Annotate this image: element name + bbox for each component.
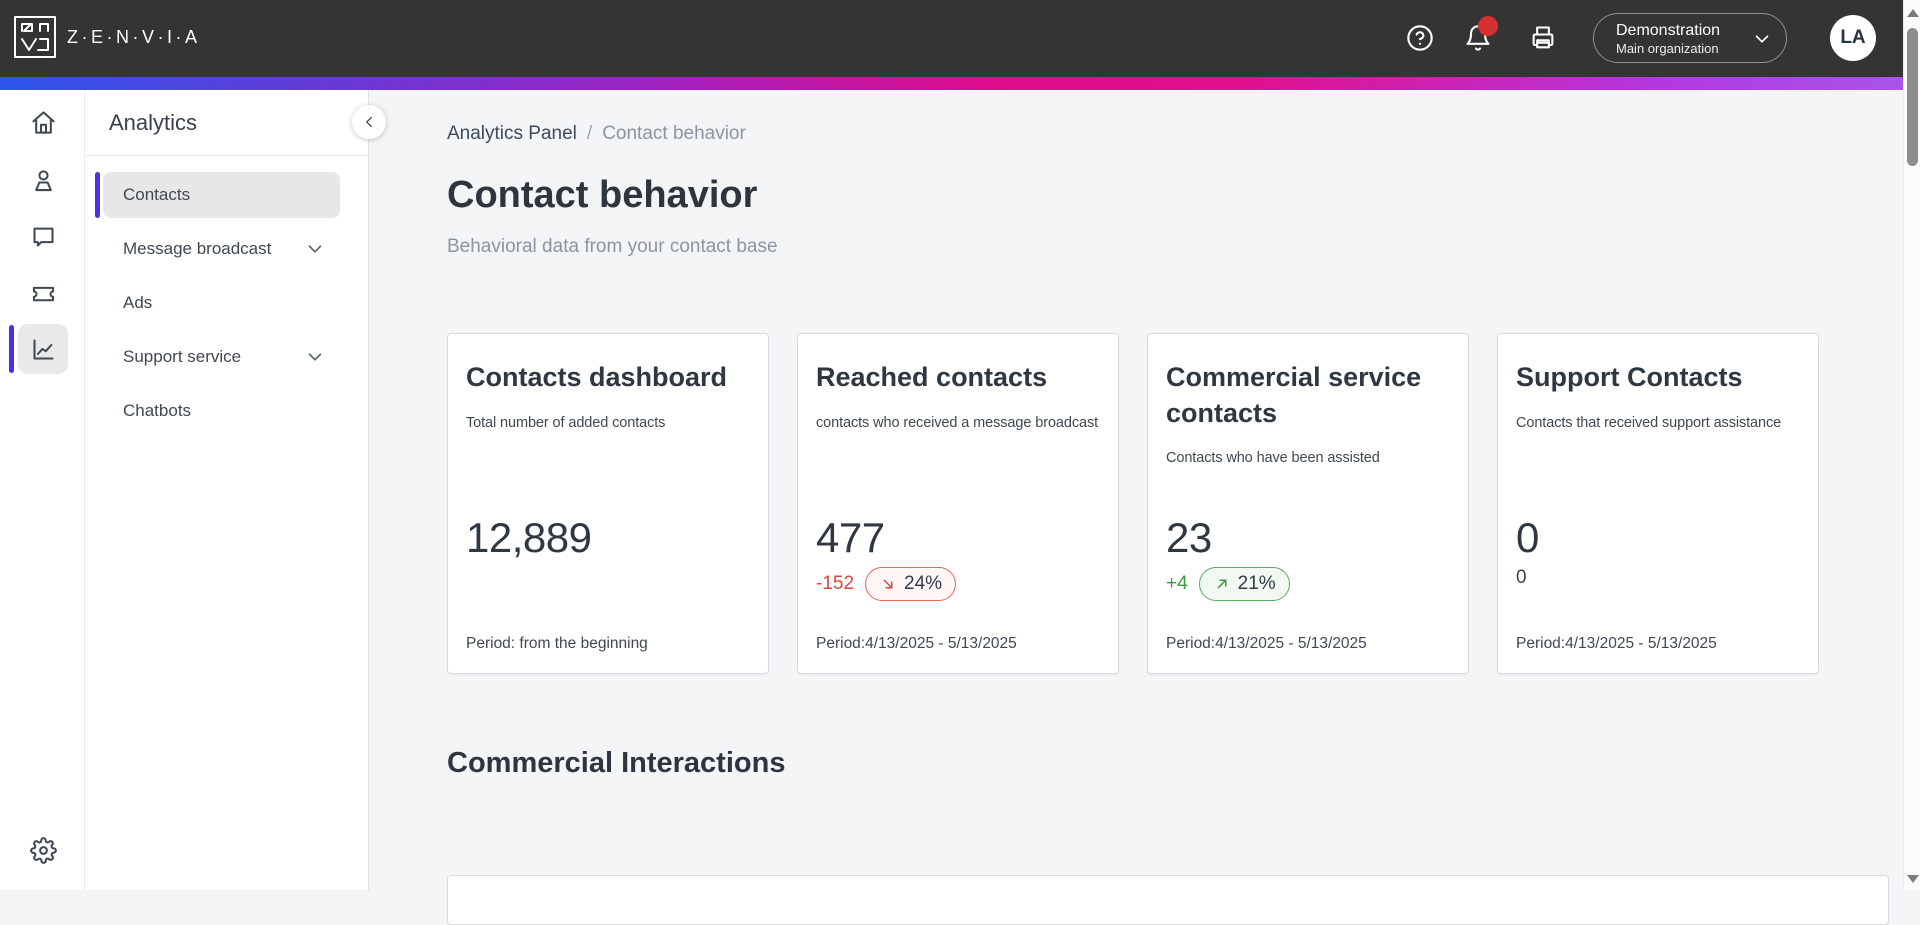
panel-title: Analytics (85, 90, 368, 156)
zenvia-logo-icon (14, 16, 56, 58)
top-bar: Z·E·N·V·I·A Demonstration Main organizat… (0, 0, 1903, 77)
help-icon[interactable] (1406, 24, 1436, 54)
commercial-interactions-card (447, 875, 1889, 925)
print-icon[interactable] (1529, 24, 1559, 54)
card-value: 0 (1516, 514, 1539, 561)
analytics-icon (32, 338, 54, 360)
delta-value: -152 (816, 573, 855, 594)
menu-item-support-service[interactable]: Support service (103, 334, 340, 380)
menu-item-ads[interactable]: Ads (103, 280, 340, 326)
vertical-scrollbar[interactable] (1903, 0, 1920, 890)
settings-gear-icon (29, 836, 57, 864)
brand-wordmark: Z·E·N·V·I·A (67, 26, 201, 47)
card-title: Commercial service contacts (1166, 362, 1422, 428)
sidebar-item-conversations[interactable] (18, 211, 68, 261)
menu-item-label: Ads (123, 293, 153, 312)
card-description: Total number of added contacts (466, 414, 666, 431)
breadcrumb-current: Contact behavior (602, 123, 746, 144)
card-period: Period:4/13/2025 - 5/13/2025 (1166, 635, 1367, 652)
panel-menu: Contacts Message broadcast Ads Support s… (95, 172, 340, 442)
avatar[interactable]: LA (1830, 15, 1876, 61)
sidebar-item-contacts[interactable] (18, 155, 68, 205)
menu-item-label: Chatbots (123, 401, 192, 420)
card-contacts-dashboard: Contacts dashboard Total number of added… (447, 333, 769, 674)
trend-percent: 21% (1237, 573, 1276, 594)
contacts-icon (34, 169, 52, 191)
trend-row: -152 24% (816, 567, 957, 601)
trend-badge-up: 21% (1198, 567, 1290, 601)
analytics-menu-panel: Analytics Contacts Message broadcast Ads… (85, 90, 386, 890)
sidebar-item-analytics[interactable] (9, 324, 68, 374)
menu-item-message-broadcast[interactable]: Message broadcast (103, 226, 340, 272)
delta-value: 0 (1516, 567, 1527, 588)
chevron-down-icon (1755, 35, 1769, 43)
main-content: Analytics Panel / Contact behavior Conta… (370, 90, 1903, 925)
zenvia-logo[interactable]: Z·E·N·V·I·A (13, 15, 200, 59)
trend-row: +4 21% (1166, 567, 1290, 601)
card-value: 23 (1166, 514, 1212, 561)
card-description: contacts who received a message broadcas… (816, 414, 1099, 431)
sidebar-icon-rail (0, 90, 85, 890)
notifications-icon[interactable] (1464, 16, 1498, 54)
kpi-cards-row: Contacts dashboard Total number of added… (447, 333, 1819, 674)
organization-name: Demonstration (1616, 22, 1721, 39)
sidebar-item-home[interactable] (18, 97, 68, 147)
card-value: 477 (816, 514, 885, 561)
card-reached-contacts: Reached contacts contacts who received a… (797, 333, 1119, 674)
page-subtitle: Behavioral data from your contact base (447, 236, 778, 257)
trend-up-arrow-icon (1217, 579, 1227, 589)
collapse-panel-button[interactable] (352, 105, 386, 139)
sidebar-item-tickets[interactable] (18, 268, 68, 318)
card-title: Contacts dashboard (466, 362, 728, 392)
scrollbar-up-arrow[interactable] (1907, 9, 1919, 17)
sidebar-item-settings[interactable] (18, 825, 68, 875)
delta-value: +4 (1166, 573, 1188, 594)
organization-description: Main organization (1616, 41, 1719, 56)
active-indicator (9, 325, 14, 373)
avatar-initials: LA (1840, 27, 1866, 48)
card-description: Contacts that received support assistanc… (1516, 414, 1782, 431)
section-heading-commercial-interactions: Commercial Interactions (447, 747, 786, 779)
home-icon (31, 110, 55, 134)
trend-percent: 24% (904, 573, 943, 594)
chevron-down-icon (308, 245, 322, 253)
card-title: Support Contacts (1516, 362, 1743, 392)
menu-item-chatbots[interactable]: Chatbots (103, 388, 340, 434)
chevron-left-icon (366, 116, 372, 128)
menu-item-contacts[interactable]: Contacts (95, 172, 340, 218)
breadcrumb-separator: / (586, 123, 593, 144)
breadcrumb: Analytics Panel / Contact behavior (447, 123, 746, 145)
trend-row: 0 (1516, 567, 1527, 589)
card-title: Reached contacts (816, 362, 1048, 392)
chat-bubble-icon (32, 227, 54, 247)
card-commercial-service-contacts: Commercial service contacts Contacts who… (1147, 333, 1469, 674)
card-description: Contacts who have been assisted (1166, 450, 1380, 467)
chevron-down-icon (308, 353, 322, 361)
brand-gradient-bar (0, 77, 1903, 90)
card-support-contacts: Support Contacts Contacts that received … (1497, 333, 1819, 674)
page-title: Contact behavior (447, 174, 758, 216)
menu-item-label: Support service (123, 347, 242, 366)
card-value: 12,889 (466, 514, 592, 561)
card-period: Period:4/13/2025 - 5/13/2025 (1516, 635, 1717, 652)
menu-item-label: Contacts (123, 185, 191, 204)
breadcrumb-analytics-panel[interactable]: Analytics Panel (447, 123, 577, 144)
trend-badge-down: 24% (865, 567, 957, 601)
ticket-icon (32, 286, 54, 301)
card-period: Period:4/13/2025 - 5/13/2025 (816, 635, 1017, 652)
notification-badge (1478, 16, 1498, 36)
scrollbar-down-arrow[interactable] (1907, 875, 1919, 883)
scrollbar-thumb[interactable] (1907, 28, 1918, 166)
organization-switcher[interactable]: Demonstration Main organization (1593, 13, 1787, 63)
menu-item-label: Message broadcast (123, 239, 272, 258)
card-period: Period: from the beginning (466, 635, 648, 652)
trend-down-arrow-icon (883, 579, 893, 589)
active-indicator (95, 172, 100, 218)
